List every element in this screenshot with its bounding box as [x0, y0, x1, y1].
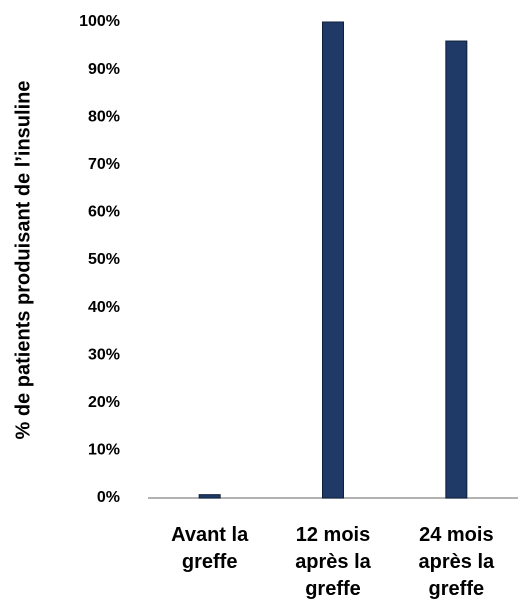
x-tick-label: 12 mois après la greffe [295, 524, 371, 600]
bar [322, 21, 344, 499]
y-tick-label: 20% [88, 394, 120, 411]
x-tick-label: 24 mois après la greffe [419, 524, 495, 600]
y-tick-label: 80% [88, 108, 120, 125]
y-tick-label: 90% [88, 61, 120, 78]
y-tick-label: 60% [88, 204, 120, 221]
y-tick-label: 100% [79, 13, 120, 30]
bar [445, 40, 468, 499]
y-tick-label: 70% [88, 156, 120, 173]
bar [198, 494, 221, 499]
y-tick-label: 50% [88, 251, 120, 268]
y-axis-label: % de patients produisant de l’insuline [12, 81, 34, 440]
x-tick-label: Avant la greffe [171, 524, 249, 573]
y-tick-label: 30% [88, 346, 120, 363]
y-tick-label: 0% [97, 489, 120, 506]
y-tick-label: 40% [88, 299, 120, 316]
y-tick-label: 10% [88, 442, 120, 459]
